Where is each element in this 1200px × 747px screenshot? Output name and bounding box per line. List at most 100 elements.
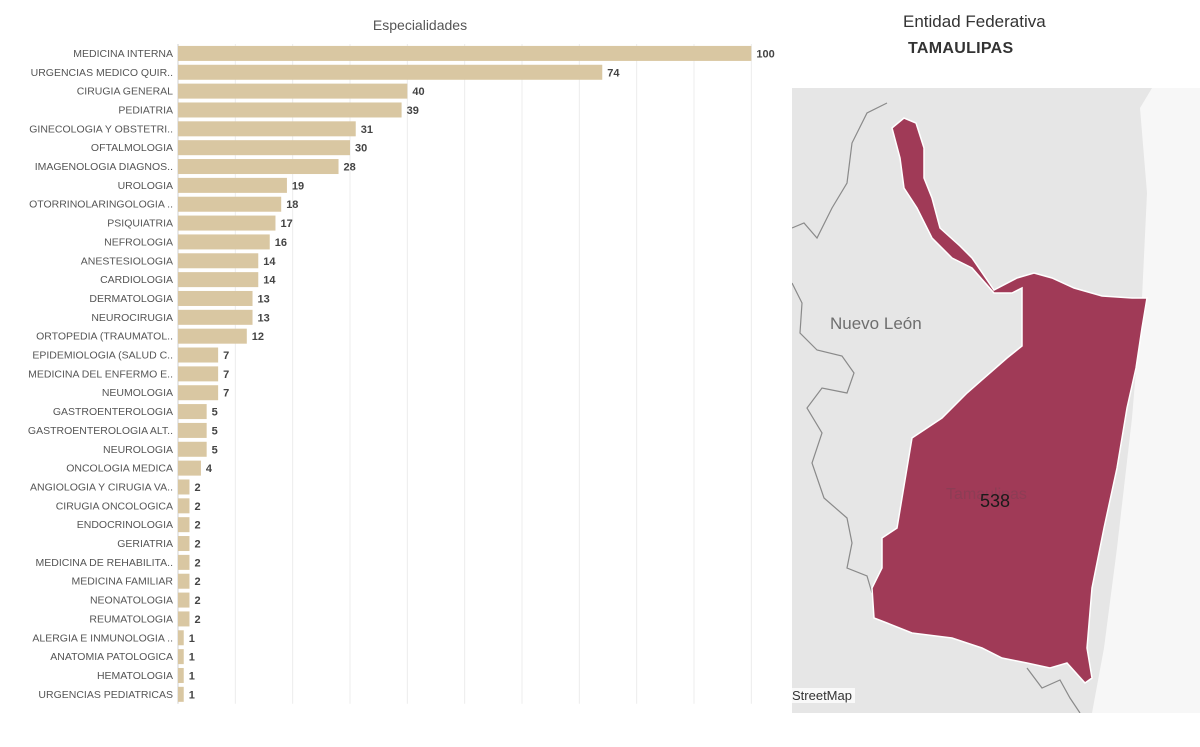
- category-label: ANGIOLOGIA Y CIRUGIA VA..: [30, 481, 173, 493]
- bar[interactable]: [178, 253, 259, 269]
- bar[interactable]: [178, 45, 752, 61]
- bar[interactable]: [178, 140, 350, 156]
- bar[interactable]: [178, 686, 184, 702]
- map-attribution[interactable]: StreetMap: [792, 688, 855, 703]
- bar[interactable]: [178, 517, 190, 533]
- data-label: 30: [355, 143, 367, 155]
- bar[interactable]: [178, 215, 276, 231]
- category-label: GASTROENTEROLOGIA: [53, 406, 173, 418]
- category-label: IMAGENOLOGIA DIAGNOS..: [35, 161, 173, 173]
- category-label: MEDICINA DEL ENFERMO E..: [28, 368, 173, 380]
- bar[interactable]: [178, 630, 184, 646]
- category-label: OTORRINOLARINGOLOGIA ..: [29, 199, 173, 211]
- category-label: UROLOGIA: [118, 180, 173, 192]
- bar[interactable]: [178, 592, 190, 608]
- map-header-value: TAMAULIPAS: [908, 40, 1014, 57]
- data-label: 28: [344, 162, 356, 174]
- data-label: 18: [286, 199, 298, 211]
- bar[interactable]: [178, 309, 253, 325]
- data-label: 1: [189, 652, 195, 664]
- bar[interactable]: [178, 649, 184, 665]
- bar[interactable]: [178, 290, 253, 306]
- map-view[interactable]: [792, 88, 1200, 713]
- category-label: CARDIOLOGIA: [100, 274, 173, 286]
- bar[interactable]: [178, 611, 190, 627]
- category-label: CIRUGIA GENERAL: [77, 86, 173, 98]
- data-label: 19: [292, 180, 304, 192]
- state-boundary-line: [792, 102, 888, 240]
- category-label: ALERGIA E INMUNOLOGIA ..: [32, 632, 173, 644]
- bar[interactable]: [178, 479, 190, 495]
- data-label: 2: [194, 576, 200, 588]
- category-label: REUMATOLOGIA: [89, 613, 173, 625]
- category-label: GINECOLOGIA Y OBSTETRI..: [29, 123, 173, 135]
- bar[interactable]: [178, 441, 207, 457]
- category-label: MEDICINA DE REHABILITA..: [36, 557, 174, 569]
- bar[interactable]: [178, 498, 190, 514]
- category-label: ANESTESIOLOGIA: [81, 255, 173, 267]
- region-label-tamaulipas: Tamaulipas: [946, 486, 1027, 503]
- data-label: 2: [194, 614, 200, 626]
- category-label: NEUROCIRUGIA: [91, 312, 173, 324]
- category-label: MEDICINA FAMILIAR: [71, 576, 173, 588]
- data-label: 7: [223, 388, 229, 400]
- category-label: NEFROLOGIA: [104, 236, 173, 248]
- bar[interactable]: [178, 121, 356, 137]
- region-label-nuevo-leon: Nuevo León: [830, 314, 922, 333]
- bar[interactable]: [178, 159, 339, 175]
- bar[interactable]: [178, 102, 402, 118]
- data-label: 13: [258, 312, 270, 324]
- data-label: 1: [189, 689, 195, 701]
- selected-region-tamaulipas[interactable]: [871, 117, 1148, 684]
- category-label: ENDOCRINOLOGIA: [77, 519, 173, 531]
- data-label: 1: [189, 670, 195, 682]
- bar[interactable]: [178, 404, 207, 420]
- state-boundary-line: [1026, 667, 1081, 713]
- bar[interactable]: [178, 196, 282, 212]
- data-label: 2: [194, 539, 200, 551]
- category-label: URGENCIAS PEDIATRICAS: [38, 689, 173, 701]
- data-label: 2: [194, 520, 200, 532]
- data-label: 7: [223, 350, 229, 362]
- category-label: GERIATRIA: [117, 538, 173, 550]
- bar[interactable]: [178, 422, 207, 438]
- bar[interactable]: [178, 328, 247, 344]
- bar[interactable]: [178, 536, 190, 552]
- state-boundary-line: [792, 282, 873, 594]
- category-label: HEMATOLOGIA: [97, 670, 173, 682]
- bar[interactable]: [178, 347, 219, 363]
- category-label: MEDICINA INTERNA: [73, 48, 173, 60]
- category-label: URGENCIAS MEDICO QUIR..: [31, 67, 173, 79]
- bar[interactable]: [178, 272, 259, 288]
- bar[interactable]: [178, 554, 190, 570]
- bar[interactable]: [178, 460, 201, 476]
- data-label: 40: [412, 86, 424, 98]
- data-label: 5: [212, 425, 218, 437]
- data-label: 16: [275, 237, 287, 249]
- bar[interactable]: [178, 366, 219, 382]
- category-label: CIRUGIA ONCOLOGICA: [56, 500, 173, 512]
- data-label: 2: [194, 557, 200, 569]
- map-header-label: Entidad Federativa: [903, 12, 1046, 31]
- bar[interactable]: [178, 234, 270, 250]
- gulf-area: [1092, 88, 1200, 713]
- bar-chart: MEDICINA INTERNA 100 URGENCIAS MEDICO QUIR…: [28, 44, 775, 704]
- map-canvas[interactable]: [792, 88, 1200, 713]
- bar[interactable]: [178, 64, 603, 80]
- data-label: 100: [756, 48, 774, 60]
- category-label: ONCOLOGIA MEDICA: [66, 463, 173, 475]
- category-label: GASTROENTEROLOGIA ALT..: [28, 425, 173, 437]
- bar[interactable]: [178, 573, 190, 589]
- bar[interactable]: [178, 385, 219, 401]
- category-label: NEUROLOGIA: [103, 444, 173, 456]
- region-value: 538: [980, 491, 1011, 511]
- bar[interactable]: [178, 667, 184, 683]
- data-label: 2: [194, 595, 200, 607]
- category-label: PSIQUIATRIA: [107, 218, 173, 230]
- data-label: 2: [194, 501, 200, 513]
- category-label: ORTOPEDIA (TRAUMATOL..: [36, 331, 173, 343]
- bar[interactable]: [178, 83, 408, 99]
- bar[interactable]: [178, 177, 287, 193]
- data-label: 12: [252, 331, 264, 343]
- data-label: 74: [607, 67, 620, 79]
